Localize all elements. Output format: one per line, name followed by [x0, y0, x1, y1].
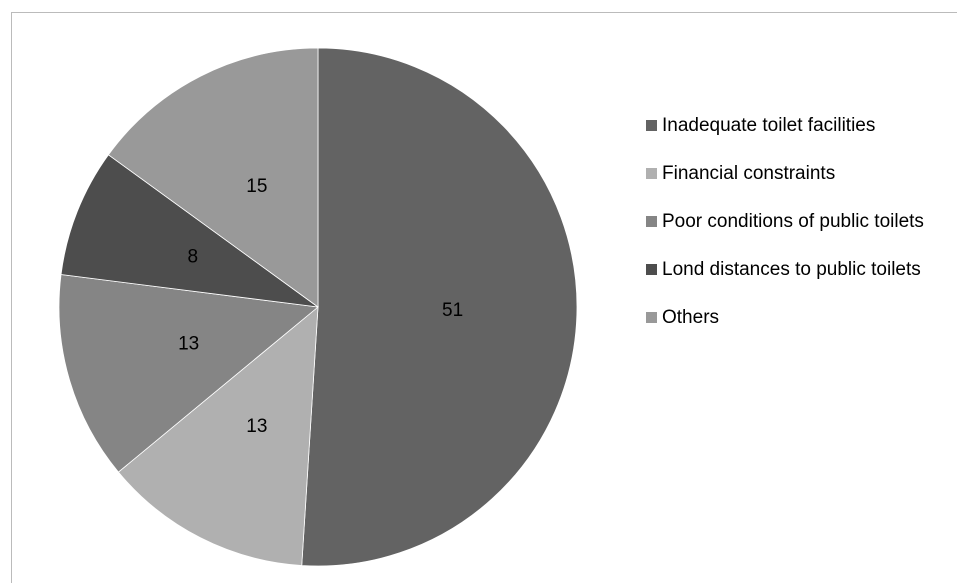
data-label: 8: [187, 246, 198, 267]
legend-swatch: [646, 216, 657, 227]
data-label: 13: [178, 334, 199, 355]
legend-item: Poor conditions of public toilets: [646, 206, 946, 238]
legend-item: Others: [646, 302, 946, 334]
legend-item: Financial constraints: [646, 158, 946, 190]
pie-slice: [117, 306, 319, 566]
legend-swatch: [646, 168, 657, 179]
data-label: 51: [442, 300, 463, 321]
legend-label: Inadequate toilet facilities: [662, 115, 876, 136]
data-label: 15: [246, 176, 267, 197]
legend-item: Inadequate toilet facilities: [646, 110, 946, 142]
legend-label: Poor conditions of public toilets: [662, 211, 924, 232]
pie-slice: [301, 47, 578, 567]
pie-slice: [60, 154, 319, 308]
legend: Inadequate toilet facilities Financial co…: [646, 110, 946, 350]
legend-swatch: [646, 264, 657, 275]
pie-slice: [58, 274, 319, 473]
chart-border: [11, 12, 957, 583]
pie-slice: [107, 47, 319, 308]
legend-label: Lond distances to public toilets: [662, 259, 921, 280]
legend-swatch: [646, 120, 657, 131]
legend-item: Lond distances to public toilets: [646, 254, 946, 286]
legend-label: Financial constraints: [662, 163, 836, 184]
legend-swatch: [646, 312, 657, 323]
data-label: 13: [246, 416, 267, 437]
legend-label: Others: [662, 307, 720, 328]
